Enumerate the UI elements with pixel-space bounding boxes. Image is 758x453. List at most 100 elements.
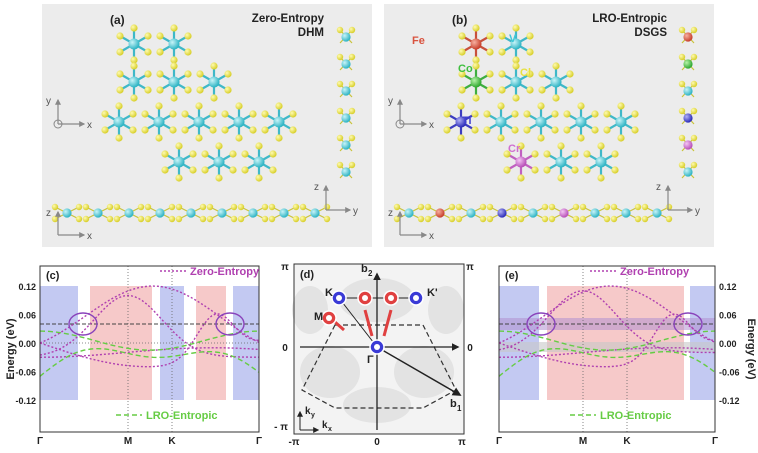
panel-b-bottom-view <box>393 203 673 223</box>
metal-atom <box>186 208 196 218</box>
cl-atom <box>551 126 559 134</box>
cl-atom <box>241 166 249 174</box>
d-right-tick-mid: 0 <box>467 343 473 354</box>
cl-atom <box>472 56 480 64</box>
d-ytick-bottom: - π <box>274 422 288 433</box>
cl-atom <box>448 203 456 211</box>
cl-atom <box>498 48 506 56</box>
cl-atom <box>275 134 283 142</box>
contour-blob <box>300 346 360 398</box>
cl-atom <box>141 126 149 134</box>
cl-atom <box>170 56 178 64</box>
cl-atom <box>215 142 223 150</box>
b1-vector <box>376 346 462 396</box>
cl-atom <box>512 62 520 70</box>
cl-atom <box>336 161 344 169</box>
metal-atom <box>683 113 693 123</box>
crossing-circle <box>68 312 98 336</box>
ytick-label: 0.12 <box>18 282 36 292</box>
cl-atom <box>161 150 169 158</box>
lro-entropic-band <box>498 330 716 351</box>
cl-atom <box>224 86 232 94</box>
cl-atom <box>275 102 283 110</box>
xtick-label: Γ <box>256 436 262 447</box>
z-axis-label: z <box>46 208 51 219</box>
metal-atom <box>595 156 607 168</box>
panel-e-frame <box>498 265 716 433</box>
cl-atom <box>221 126 229 134</box>
y-axis-label: y <box>46 96 51 107</box>
cl-atom <box>115 102 123 110</box>
cl-atom <box>101 110 109 118</box>
cl-atom <box>181 110 189 118</box>
panel-d: (d) b 2 b 1 K K' M Γ k y k x π 0 - π -π … <box>274 262 474 448</box>
metal-atom <box>435 208 445 218</box>
zero-entropy-band <box>498 285 716 344</box>
cl-atom <box>526 86 534 94</box>
cl-atom <box>457 102 465 110</box>
panel-b-side-view <box>678 26 698 179</box>
metal-atom <box>173 156 185 168</box>
cl-atom <box>75 203 83 211</box>
metal-atom <box>341 140 351 150</box>
kx-label: k <box>322 420 328 431</box>
cl-atom <box>631 110 639 118</box>
zero-entropy-band <box>39 294 259 358</box>
cl-atom <box>512 94 520 102</box>
cl-atom <box>497 102 505 110</box>
cl-atom <box>510 215 518 223</box>
cl-atom <box>348 26 356 34</box>
cl-atom <box>116 48 124 56</box>
metal-atom <box>341 113 351 123</box>
cl-atom <box>678 53 686 61</box>
panel-b-title-2: DSGS <box>634 27 667 39</box>
xtick-label: M <box>124 436 132 447</box>
legend-zero-entropy: Zero-Entropy <box>620 266 690 278</box>
element-label-cr: Cr <box>508 143 521 155</box>
cl-atom <box>498 32 506 40</box>
metal-atom <box>279 208 289 218</box>
ytick-label: -0.06 <box>15 368 36 378</box>
cl-atom <box>137 203 145 211</box>
cl-atom <box>170 94 178 102</box>
panel-b-title-1: LRO-Entropic <box>592 13 667 25</box>
ytick-label: 0.00 <box>719 339 737 349</box>
cl-atom <box>130 62 138 70</box>
ky-label: k <box>305 406 311 417</box>
cl-atom <box>583 166 591 174</box>
cl-atom <box>195 102 203 110</box>
cl-atom <box>634 215 642 223</box>
panel-e-label: (e) <box>505 270 519 282</box>
cl-atom <box>130 94 138 102</box>
metal-atom <box>168 38 180 50</box>
cl-atom <box>261 215 269 223</box>
cl-atom <box>116 32 124 40</box>
cl-atom <box>323 215 331 223</box>
k-prime-point-marker <box>408 290 424 306</box>
cl-atom <box>175 215 183 223</box>
panel-e: 0.12 0.06 0.00 -0.06 -0.12 Γ M K Γ (e) Zero-Entr… <box>496 265 757 447</box>
cl-atom <box>511 126 519 134</box>
cl-atom <box>471 126 479 134</box>
k-label: K <box>325 287 333 299</box>
lro-entropic-band <box>498 348 716 377</box>
cl-atom <box>196 70 204 78</box>
cl-atom <box>543 166 551 174</box>
metal-atom <box>683 86 693 96</box>
cl-atom <box>517 215 525 223</box>
cl-atom <box>611 150 619 158</box>
cl-atom <box>249 110 257 118</box>
cl-atom <box>289 126 297 134</box>
cl-atom <box>583 150 591 158</box>
metal-atom <box>217 208 227 218</box>
cl-atom <box>299 203 307 211</box>
cl-atom <box>155 134 163 142</box>
cl-atom <box>101 126 109 134</box>
cl-atom <box>261 110 269 118</box>
panel-a-label: (a) <box>110 13 125 27</box>
cl-atom <box>571 166 579 174</box>
cl-atom <box>486 203 494 211</box>
metal-atom <box>455 116 467 128</box>
panel-e-ylabel: Energy (eV) <box>745 318 757 379</box>
cl-atom <box>237 215 245 223</box>
